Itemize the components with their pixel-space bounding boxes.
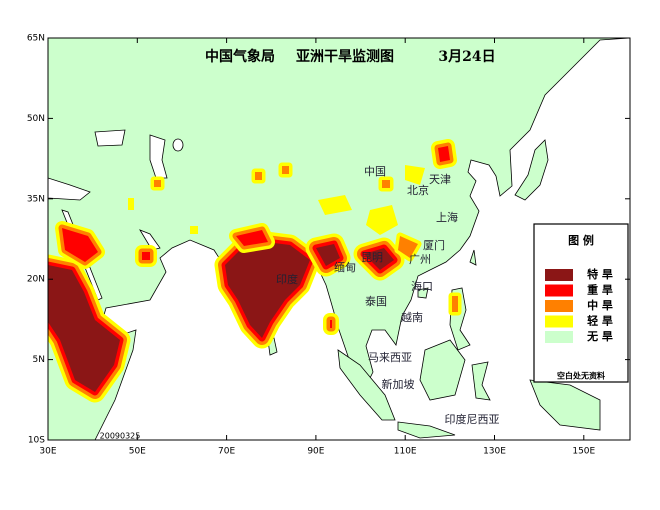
place-name: 新加坡 bbox=[382, 377, 415, 391]
drought-area bbox=[225, 240, 310, 338]
drought-area bbox=[48, 265, 120, 392]
place-name: 海口 bbox=[411, 279, 433, 293]
place-name: 昆明 bbox=[361, 251, 383, 264]
lon-label: 90E bbox=[307, 447, 324, 457]
legend-swatch bbox=[545, 284, 573, 297]
stamp: 20090325 bbox=[100, 432, 141, 441]
place-name: 马来西亚 bbox=[368, 351, 412, 364]
drought-areas bbox=[48, 139, 462, 403]
lat-label: 5N bbox=[33, 355, 45, 365]
drought-area bbox=[255, 172, 262, 180]
legend-label: 中 旱 bbox=[587, 298, 613, 312]
legend-swatch bbox=[545, 269, 573, 281]
drought-area bbox=[398, 236, 418, 258]
legend-label: 特 旱 bbox=[587, 267, 613, 281]
legend-title: 图 例 bbox=[568, 233, 594, 247]
drought-area bbox=[405, 165, 425, 185]
legend-items: 特 旱重 旱中 旱轻 旱无 旱 bbox=[545, 267, 613, 343]
drought-area bbox=[282, 166, 289, 174]
legend-swatch bbox=[545, 315, 573, 328]
drought-area bbox=[330, 320, 332, 328]
lat-label: 20N bbox=[27, 275, 45, 285]
place-name: 广州 bbox=[409, 253, 431, 266]
drought-area bbox=[318, 195, 352, 215]
place-name: 缅甸 bbox=[334, 260, 356, 274]
drought-area bbox=[142, 252, 150, 260]
drought-area bbox=[366, 205, 398, 235]
map-body bbox=[48, 38, 630, 440]
lat-label: 35N bbox=[27, 194, 45, 204]
map-date: 3月24日 bbox=[438, 49, 495, 65]
place-name: 中国 bbox=[364, 165, 386, 178]
legend: 图 例 特 旱重 旱中 旱轻 旱无 旱 空白处无资料 bbox=[533, 223, 629, 383]
legend-note: 空白处无资料 bbox=[557, 371, 605, 381]
lon-label: 70E bbox=[218, 447, 235, 457]
drought-area bbox=[452, 296, 458, 312]
drought-area bbox=[128, 198, 134, 210]
lon-label: 110E bbox=[394, 447, 417, 457]
place-name: 北京 bbox=[407, 183, 429, 197]
drought-area bbox=[236, 230, 268, 246]
legend-label: 无 旱 bbox=[586, 330, 613, 343]
drought-area bbox=[364, 248, 394, 270]
drought-area bbox=[382, 180, 390, 188]
legend-label: 轻 旱 bbox=[587, 314, 613, 328]
place-name: 印度 bbox=[276, 272, 298, 286]
map-title: 亚洲干旱监测图 bbox=[296, 48, 394, 65]
agency: 中国气象局 bbox=[205, 48, 275, 65]
lat-label: 65N bbox=[27, 34, 45, 44]
legend-label: 重 旱 bbox=[587, 283, 613, 297]
place-name: 泰国 bbox=[365, 294, 387, 308]
map-frame bbox=[47, 37, 631, 441]
legend-swatch bbox=[545, 331, 573, 343]
legend-swatch bbox=[545, 300, 573, 312]
place-name: 天津 bbox=[429, 173, 451, 186]
ocean bbox=[94, 38, 630, 440]
lon-label: 50E bbox=[129, 447, 146, 457]
place-name: 厦门 bbox=[423, 238, 445, 252]
drought-area bbox=[316, 244, 340, 266]
lat-label: 10S bbox=[28, 436, 45, 446]
drought-area bbox=[154, 180, 161, 187]
place-name: 印度尼西亚 bbox=[445, 412, 500, 426]
lon-label: 30E bbox=[39, 447, 56, 457]
lon-label: 130E bbox=[483, 447, 506, 457]
lat-label: 50N bbox=[27, 114, 45, 124]
drought-area bbox=[438, 146, 450, 162]
place-name: 越南 bbox=[401, 310, 423, 324]
lon-label: 150E bbox=[572, 447, 595, 457]
drought-area bbox=[62, 228, 98, 262]
place-name: 上海 bbox=[436, 210, 458, 224]
drought-area bbox=[190, 226, 198, 234]
